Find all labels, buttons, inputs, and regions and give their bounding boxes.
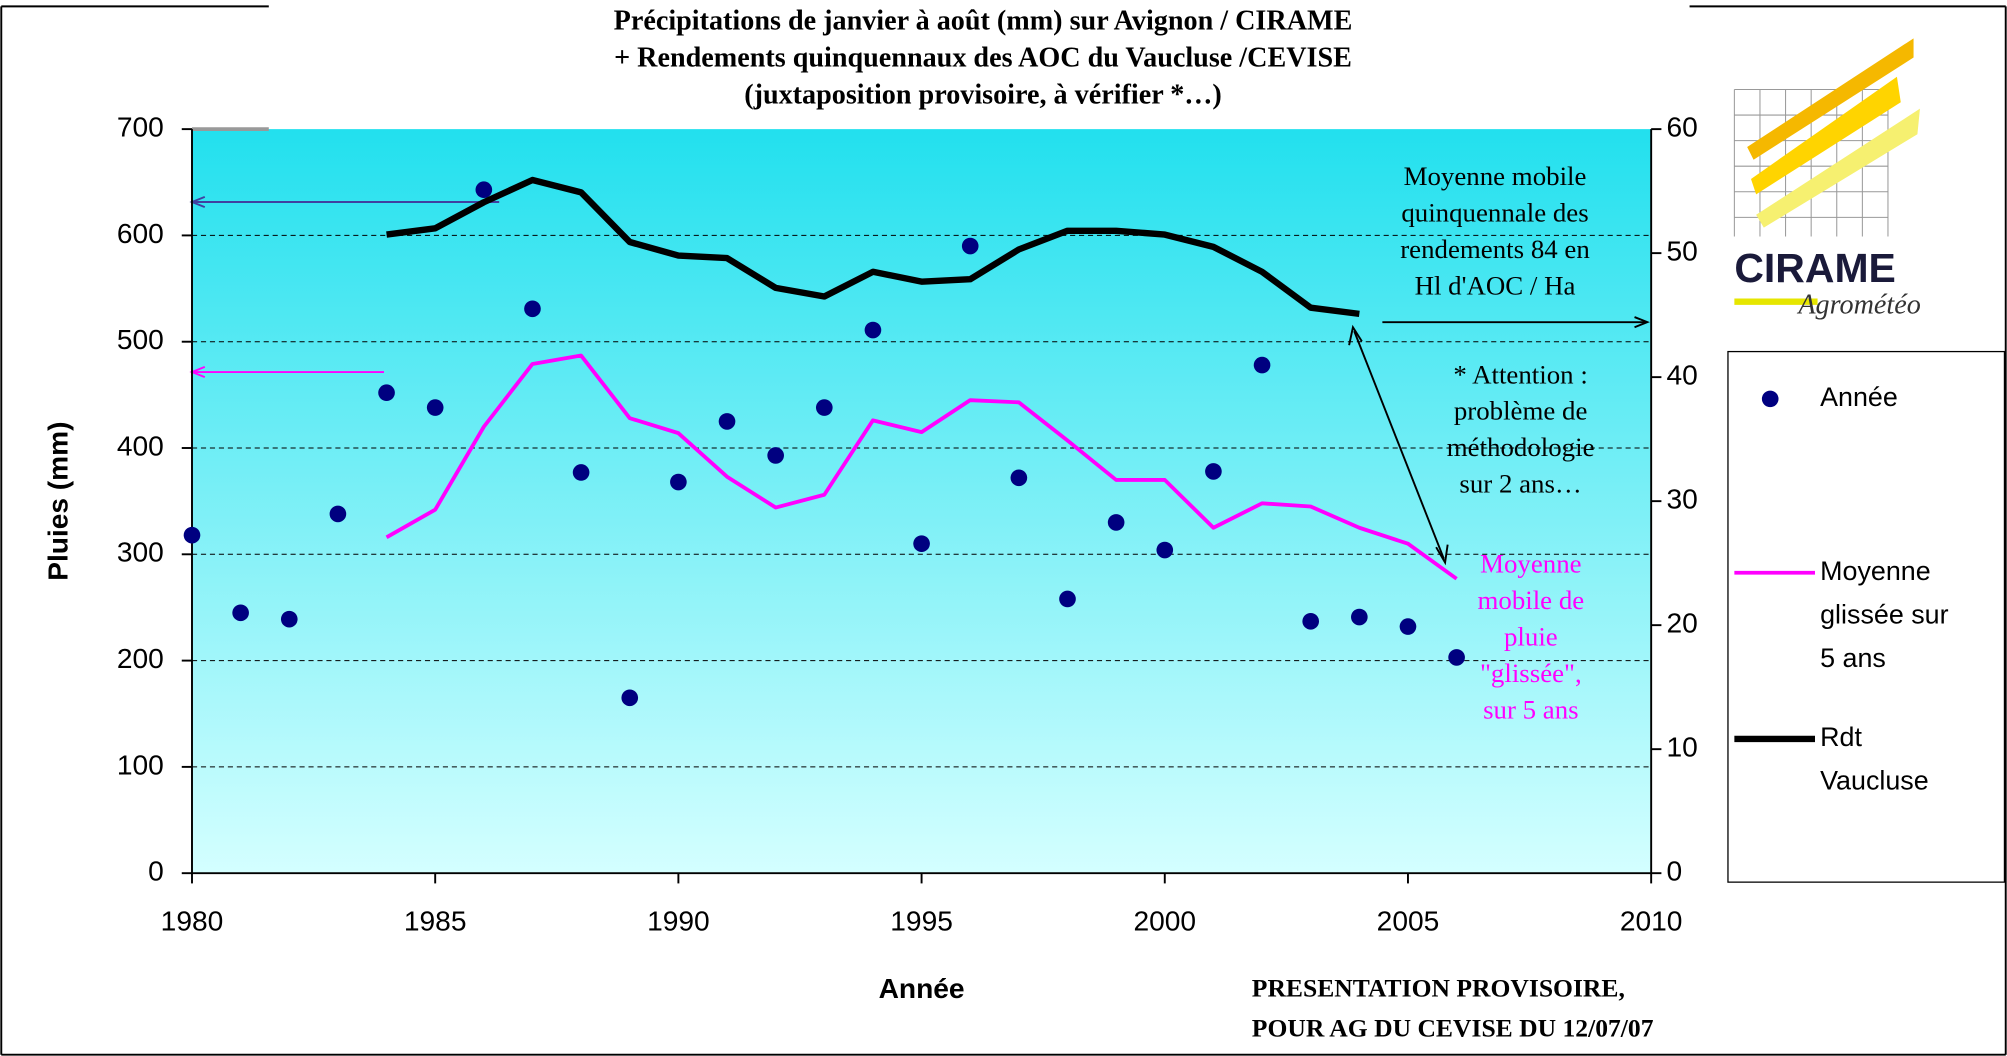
chart-title: + Rendements quinquennaux des AOC du Vau… (614, 43, 1352, 74)
legend-label: 5 ans (1820, 643, 1886, 673)
point (1059, 590, 1076, 608)
point (1448, 649, 1465, 666)
chart-title: (juxtaposition provisoire, à vérifier *…… (744, 80, 1222, 111)
x-tick-label: 1980 (161, 905, 224, 936)
point (378, 384, 395, 402)
legend-label: Moyenne (1820, 556, 1931, 586)
plot-area (191, 129, 1652, 874)
line (386, 176, 1360, 318)
point (1399, 618, 1417, 635)
point (718, 413, 736, 430)
y-tick-label: 200 (117, 643, 164, 674)
point (1205, 463, 1222, 480)
point (913, 535, 930, 552)
point (329, 505, 347, 523)
point (1253, 356, 1271, 374)
footer-note: POUR AG DU CEVISE DU 12/07/07 (1252, 1013, 1654, 1042)
legend-marker (1761, 390, 1779, 408)
x-axis-title: Année (879, 973, 965, 1004)
annotation: pluie (1504, 621, 1558, 651)
annotation: rendements 84 en (1400, 234, 1590, 264)
point (1010, 469, 1028, 487)
arrows (189, 195, 1650, 566)
annotation: méthodologie (1447, 432, 1595, 462)
point (815, 399, 833, 416)
point (280, 610, 298, 628)
chart-title: Précipitations de janvier à août (mm) su… (614, 5, 1353, 36)
y-tick-label: 0 (148, 856, 164, 887)
y2-tick-label: 30 (1667, 484, 1698, 515)
point (1302, 612, 1320, 630)
y-tick-label: 600 (117, 218, 164, 249)
y-axis-title: Pluies (mm) (43, 421, 74, 580)
x-tick-label: 2005 (1377, 905, 1440, 936)
annotation: Moyenne mobile (1404, 161, 1587, 191)
point (232, 604, 249, 622)
annotation: sur 2 ans… (1459, 469, 1581, 499)
line (385, 353, 1458, 581)
annotation: quinquennale des (1401, 198, 1588, 228)
point (183, 526, 201, 544)
point (961, 237, 979, 255)
logo-subtitle: Agrométéo (1796, 289, 1920, 320)
legend-label: Année (1820, 382, 1898, 412)
point (1107, 514, 1125, 531)
annotation: Moyenne (1480, 549, 1582, 579)
footer-note: PRESENTATION PROVISOIRE, (1252, 974, 1625, 1003)
point (767, 447, 784, 464)
y-tick-label: 500 (117, 324, 164, 355)
x-tick-label: 2010 (1620, 905, 1683, 936)
x-tick-label: 1995 (890, 905, 953, 936)
point (426, 399, 444, 416)
point (1351, 608, 1368, 626)
x-tick-label: 1985 (404, 905, 467, 936)
annotation: "glissée", (1480, 658, 1582, 688)
point (475, 181, 493, 199)
legend-box (1727, 350, 2006, 883)
annotation: * Attention : (1453, 359, 1587, 389)
annotation: Hl d'AOC / Ha (1415, 270, 1576, 300)
frame (0, 5, 2007, 1056)
point (621, 689, 639, 707)
point (572, 464, 590, 481)
y-tick-label: 300 (117, 537, 164, 568)
annotation: problème de (1454, 396, 1588, 426)
legend-label: Vaucluse (1820, 766, 1929, 796)
point (864, 321, 882, 339)
y2-tick-label: 10 (1667, 732, 1698, 763)
legend-label: glissée sur (1820, 599, 1949, 629)
y2-tick-label: 50 (1667, 236, 1698, 267)
y-tick-label: 100 (117, 749, 164, 780)
x-tick-label: 1990 (647, 905, 710, 936)
y-tick-label: 400 (117, 430, 164, 461)
logo-name: CIRAME (1734, 245, 1896, 291)
logo (1733, 38, 1920, 305)
annotation: mobile de (1477, 585, 1584, 615)
y2-tick-label: 40 (1667, 360, 1698, 391)
x-tick-label: 2000 (1133, 905, 1196, 936)
point (1156, 541, 1174, 559)
point (524, 300, 541, 318)
annotation: sur 5 ans (1483, 694, 1579, 724)
y-tick-label: 700 (117, 112, 164, 143)
y2-tick-label: 20 (1667, 608, 1698, 639)
legend-label: Rdt (1820, 722, 1862, 752)
y2-tick-label: 60 (1667, 112, 1698, 143)
point (670, 473, 687, 491)
y2-tick-label: 0 (1667, 856, 1683, 887)
